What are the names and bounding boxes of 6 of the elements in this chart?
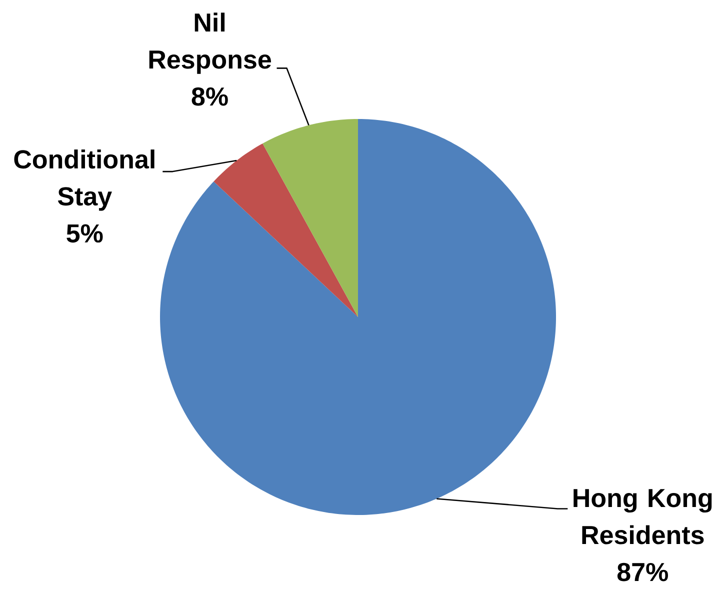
data-label: 5% <box>66 224 103 243</box>
data-label: 8% <box>192 87 228 106</box>
slice-label: Conditional Stay <box>14 149 154 211</box>
slice-label: Hong Kong Residents <box>574 489 712 544</box>
data-label: 87% <box>617 562 668 582</box>
slice-label: Nil Response <box>149 12 272 74</box>
